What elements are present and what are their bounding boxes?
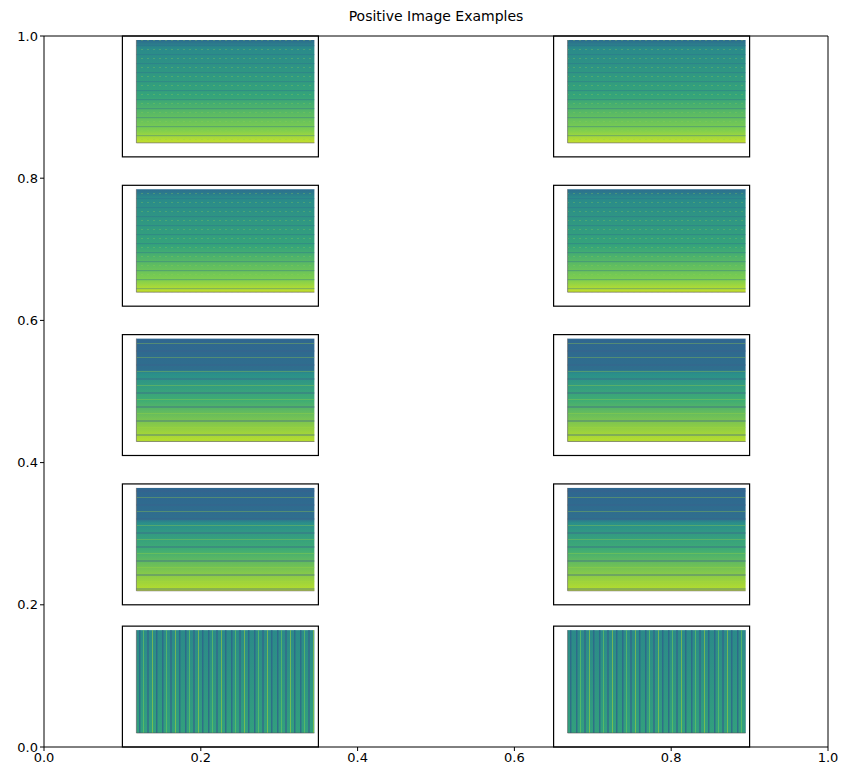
svg-text:0.0: 0.0	[33, 750, 55, 766]
svg-text:1.0: 1.0	[17, 29, 38, 44]
html-text:Positive Image Examples: Positive Image Examples	[348, 8, 524, 24]
svg-text:0.2: 0.2	[190, 750, 211, 765]
svg-text:0.8: 0.8	[661, 750, 682, 765]
svg-text:0.6: 0.6	[17, 313, 38, 328]
svg-text:0.2: 0.2	[17, 597, 38, 612]
svg-text:0.8: 0.8	[17, 171, 38, 186]
svg-text:0.4: 0.4	[347, 750, 368, 765]
svg-text:0.0: 0.0	[17, 740, 38, 755]
svg-text:0.6: 0.6	[504, 750, 525, 765]
svg-text:1.0: 1.0	[818, 750, 839, 765]
svg-text:0.4: 0.4	[17, 455, 38, 470]
